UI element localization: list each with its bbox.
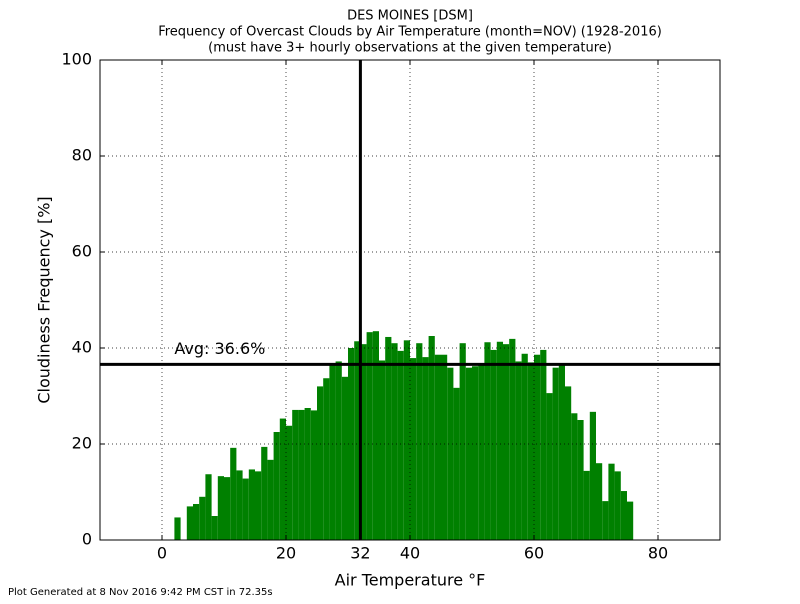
bar xyxy=(428,336,435,540)
bar xyxy=(323,378,330,540)
x-tick-label: 20 xyxy=(276,544,296,563)
bar xyxy=(174,517,181,540)
bar xyxy=(577,420,584,540)
bar xyxy=(602,501,609,540)
bar xyxy=(540,349,547,540)
bar xyxy=(589,411,596,540)
bar xyxy=(503,344,510,540)
footer: Plot Generated at 8 Nov 2016 9:42 PM CST… xyxy=(8,587,273,598)
bar xyxy=(484,342,491,540)
bar xyxy=(286,425,293,540)
x-tick-label: 60 xyxy=(524,544,544,563)
bar xyxy=(354,341,361,540)
bar xyxy=(267,459,274,540)
bar xyxy=(304,408,311,540)
bar xyxy=(217,476,224,540)
bar xyxy=(465,367,472,540)
bar xyxy=(329,364,336,540)
bar xyxy=(341,376,348,540)
bar xyxy=(372,331,379,540)
bar xyxy=(596,463,603,540)
bar xyxy=(366,332,373,540)
bar xyxy=(310,410,317,540)
bar xyxy=(199,496,206,540)
bar xyxy=(298,409,305,540)
y-tick-label: 0 xyxy=(82,530,92,549)
y-tick-label: 40 xyxy=(72,338,92,357)
bar xyxy=(509,338,516,540)
bar xyxy=(236,470,243,540)
bar xyxy=(496,341,503,540)
bar xyxy=(385,336,392,540)
bar xyxy=(447,367,454,540)
bar xyxy=(583,470,590,540)
bar xyxy=(521,353,528,540)
bar xyxy=(627,501,634,540)
bar xyxy=(434,354,441,540)
bar xyxy=(261,446,268,540)
y-tick-label: 80 xyxy=(72,146,92,165)
x-tick-label: 0 xyxy=(157,544,167,563)
y-axis-label: Cloudiness Frequency [%] xyxy=(35,196,54,403)
y-tick-label: 60 xyxy=(72,242,92,261)
bar xyxy=(248,469,255,540)
bar xyxy=(205,474,212,540)
bar xyxy=(620,491,627,540)
bar xyxy=(558,364,565,540)
bar xyxy=(279,418,286,540)
bar xyxy=(478,364,485,540)
bar xyxy=(211,516,218,540)
bar xyxy=(255,471,262,540)
bar xyxy=(534,354,541,540)
bar xyxy=(193,504,200,540)
bar xyxy=(360,344,367,540)
chart-subtitle: (must have 3+ hourly observations at the… xyxy=(208,41,612,56)
bar xyxy=(608,463,615,540)
bar xyxy=(403,340,410,540)
y-tick-label: 100 xyxy=(61,50,92,69)
x-axis-label: Air Temperature °F xyxy=(335,571,486,590)
x-tick-label: 40 xyxy=(400,544,420,563)
bar xyxy=(397,350,404,540)
bar xyxy=(379,360,386,540)
annotation: Avg: 36.6% xyxy=(174,339,265,358)
bar xyxy=(546,393,553,540)
bar xyxy=(317,386,324,540)
bar xyxy=(571,413,578,540)
bar xyxy=(453,387,460,540)
bar xyxy=(614,471,621,540)
bar xyxy=(348,348,355,540)
bar xyxy=(292,409,299,540)
bar xyxy=(472,366,479,540)
bar xyxy=(242,478,249,540)
plot-frame xyxy=(99,59,721,541)
x-tick-label: 80 xyxy=(648,544,668,563)
bar xyxy=(441,354,448,540)
bar xyxy=(459,343,466,540)
bar xyxy=(552,367,559,540)
bar xyxy=(335,361,342,540)
x-tick-label: 32 xyxy=(350,544,370,563)
chart-title: DES MOINES [DSM] xyxy=(347,9,473,24)
bar xyxy=(230,447,237,540)
bar xyxy=(391,343,398,540)
bar xyxy=(273,432,280,540)
bar xyxy=(416,343,423,540)
bar xyxy=(565,386,572,540)
bar xyxy=(224,477,231,540)
chart-subtitle: Frequency of Overcast Clouds by Air Temp… xyxy=(158,25,662,40)
y-tick-label: 20 xyxy=(72,434,92,453)
bar xyxy=(515,361,522,540)
bar xyxy=(527,362,534,540)
bar xyxy=(410,358,417,540)
bar xyxy=(422,357,429,540)
bar xyxy=(490,349,497,540)
bar xyxy=(186,506,193,540)
